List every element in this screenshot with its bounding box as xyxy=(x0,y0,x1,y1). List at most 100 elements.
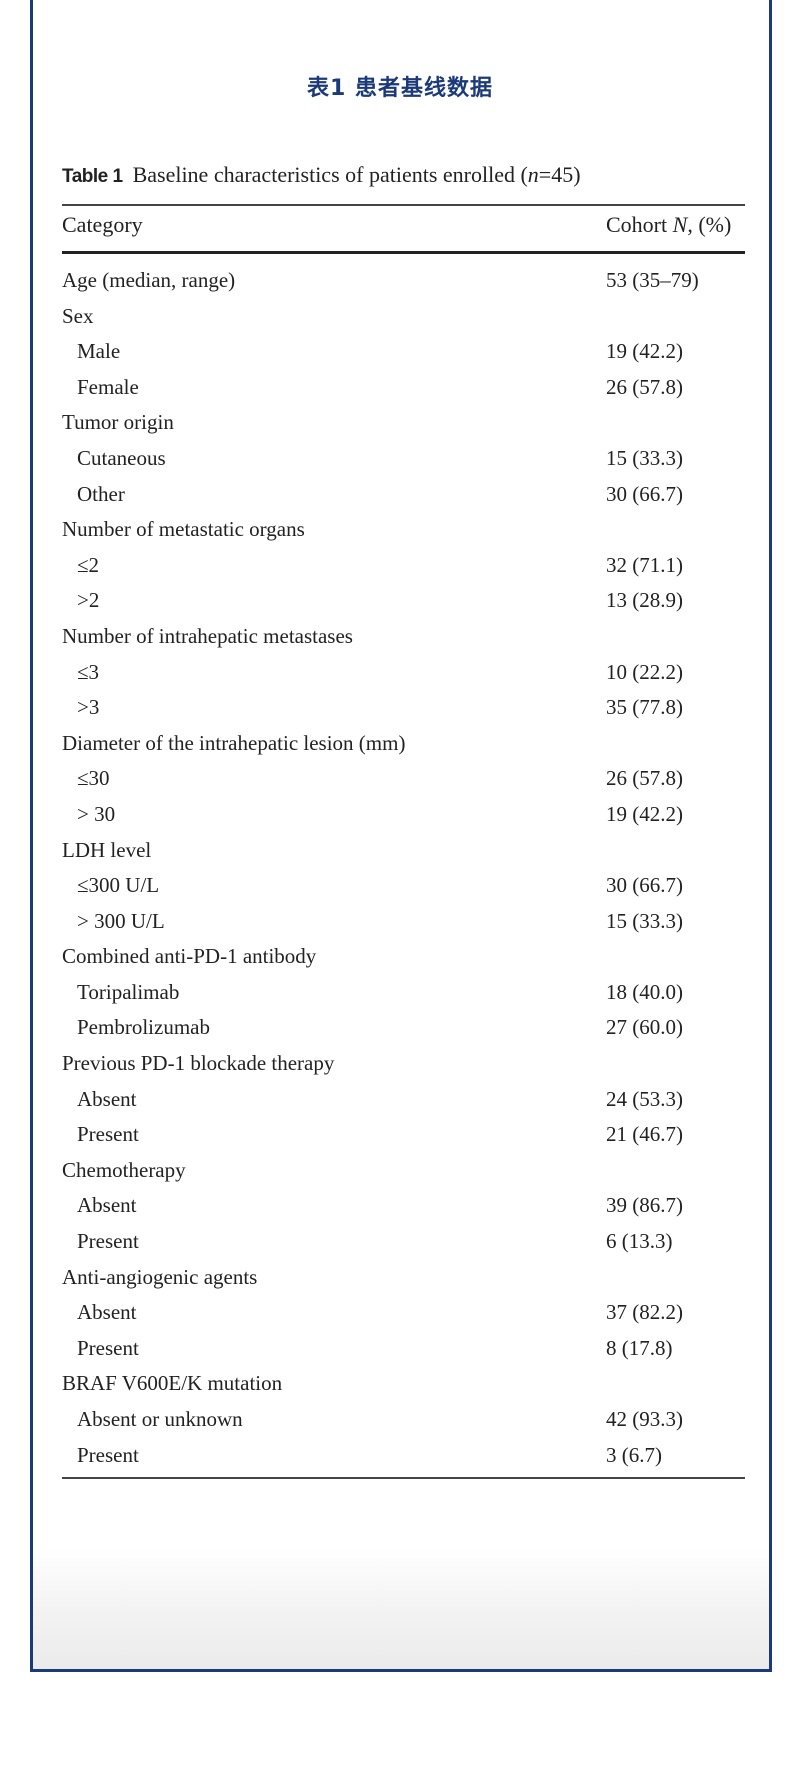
table-row: Previous PD-1 blockade therapy xyxy=(62,1046,745,1082)
table-row: ≤30 26 (57.8) xyxy=(62,761,745,797)
header-cohort-prefix: Cohort xyxy=(606,212,673,237)
table-row: LDH level xyxy=(62,833,745,869)
table-row: Chemotherapy xyxy=(62,1153,745,1189)
table-body: Age (median, range) 53 (35–79) Sex Male 19 (… xyxy=(62,263,745,1473)
row-category: ≤2 xyxy=(77,552,100,577)
table-row: Number of intrahepatic metastases xyxy=(62,619,745,655)
row-value: 15 (33.3) xyxy=(606,445,683,470)
row-category: Female xyxy=(77,374,139,399)
row-category: Absent xyxy=(77,1086,137,1111)
row-value: 6 (13.3) xyxy=(606,1229,673,1254)
table-row: Tumor origin xyxy=(62,405,745,441)
row-category: Absent xyxy=(77,1300,137,1325)
table-row: Present 21 (46.7) xyxy=(62,1117,745,1153)
row-value: 37 (82.2) xyxy=(606,1300,683,1325)
row-category: LDH level xyxy=(62,837,152,862)
row-category: Absent xyxy=(77,1193,137,1218)
row-category: >2 xyxy=(77,588,100,613)
table-row: Male 19 (42.2) xyxy=(62,334,745,370)
caption-n-var: n xyxy=(527,162,539,187)
table-label: Table 1 xyxy=(62,166,123,187)
table-row: Number of metastatic organs xyxy=(62,512,745,548)
table-row: >2 13 (28.9) xyxy=(62,583,745,619)
row-value: 30 (66.7) xyxy=(606,873,683,898)
table-top-rule xyxy=(62,204,745,206)
header-cohort: Cohort N, (%) xyxy=(606,212,731,238)
table-row: >3 35 (77.8) xyxy=(62,690,745,726)
row-category: Sex xyxy=(62,303,94,328)
row-value: 27 (60.0) xyxy=(606,1015,683,1040)
row-category: >3 xyxy=(77,695,100,720)
table-row: Anti-angiogenic agents xyxy=(62,1260,745,1296)
table-row: BRAF V600E/K mutation xyxy=(62,1366,745,1402)
row-value: 26 (57.8) xyxy=(606,374,683,399)
table-row: Present 3 (6.7) xyxy=(62,1438,745,1474)
table-bottom-rule xyxy=(62,1477,745,1479)
row-category: Number of intrahepatic metastases xyxy=(62,623,353,648)
row-category: Number of metastatic organs xyxy=(62,517,305,542)
row-value: 15 (33.3) xyxy=(606,908,683,933)
caption-text: Baseline characteristics of patients enr… xyxy=(132,162,528,187)
row-category: ≤30 xyxy=(77,766,110,791)
row-value: 24 (53.3) xyxy=(606,1086,683,1111)
row-value: 18 (40.0) xyxy=(606,979,683,1004)
table-row: Absent or unknown 42 (93.3) xyxy=(62,1402,745,1438)
row-category: Tumor origin xyxy=(62,410,174,435)
table-row: ≤300 U/L 30 (66.7) xyxy=(62,868,745,904)
row-category: ≤300 U/L xyxy=(77,873,160,898)
table-row: Cutaneous 15 (33.3) xyxy=(62,441,745,477)
row-value: 42 (93.3) xyxy=(606,1407,683,1431)
table-header-rule xyxy=(62,251,745,254)
table-row: Present 6 (13.3) xyxy=(62,1224,745,1260)
row-category: Diameter of the intrahepatic lesion (mm) xyxy=(62,730,406,755)
row-category: Previous PD-1 blockade therapy xyxy=(62,1051,335,1076)
table-row: Absent 37 (82.2) xyxy=(62,1295,745,1331)
row-value: 30 (66.7) xyxy=(606,481,683,506)
row-value: 21 (46.7) xyxy=(606,1122,683,1147)
table-row: Combined anti-PD-1 antibody xyxy=(62,939,745,975)
row-category: BRAF V600E/K mutation xyxy=(62,1371,283,1396)
table-row: ≤2 32 (71.1) xyxy=(62,548,745,584)
table-row: Other 30 (66.7) xyxy=(62,477,745,513)
table-row: Age (median, range) 53 (35–79) xyxy=(62,263,745,299)
row-value: 53 (35–79) xyxy=(606,268,699,292)
row-value: 13 (28.9) xyxy=(606,588,683,613)
row-value: 35 (77.8) xyxy=(606,695,683,720)
table-row: > 300 U/L 15 (33.3) xyxy=(62,904,745,940)
row-category: Age (median, range) xyxy=(62,268,236,292)
page-title: 表1 患者基线数据 xyxy=(307,76,493,101)
table-row: Toripalimab 18 (40.0) xyxy=(62,975,745,1011)
table-row: Present 8 (17.8) xyxy=(62,1331,745,1367)
table-row: Diameter of the intrahepatic lesion (mm) xyxy=(62,726,745,762)
row-category: Present xyxy=(77,1442,139,1467)
row-category: Male xyxy=(77,339,121,364)
row-category: Toripalimab xyxy=(77,979,180,1004)
row-category: ≤3 xyxy=(77,659,100,684)
row-category: > 30 xyxy=(77,801,116,826)
table-row: > 30 19 (42.2) xyxy=(62,797,745,833)
caption-n-value: =45) xyxy=(538,162,581,187)
row-value: 3 (6.7) xyxy=(606,1442,662,1467)
row-category: Chemotherapy xyxy=(62,1157,186,1182)
row-category: Cutaneous xyxy=(77,445,166,470)
header-cohort-suffix: , (%) xyxy=(687,212,732,237)
header-category: Category xyxy=(62,212,143,237)
table-row: ≤3 10 (22.2) xyxy=(62,655,745,691)
table-row: Pembrolizumab 27 (60.0) xyxy=(62,1010,745,1046)
table-row: Female 26 (57.8) xyxy=(62,370,745,406)
row-category: Present xyxy=(77,1229,139,1254)
row-value: 10 (22.2) xyxy=(606,659,683,684)
row-value: 19 (42.2) xyxy=(606,801,683,826)
row-category: Present xyxy=(77,1335,139,1360)
row-value: 8 (17.8) xyxy=(606,1335,673,1360)
row-category: Pembrolizumab xyxy=(77,1015,210,1040)
row-category: Anti-angiogenic agents xyxy=(62,1264,258,1289)
row-value: 19 (42.2) xyxy=(606,339,683,364)
row-category: Absent or unknown xyxy=(77,1407,243,1431)
row-category: > 300 U/L xyxy=(77,908,165,933)
header-cohort-var: N xyxy=(672,212,688,237)
row-value: 32 (71.1) xyxy=(606,552,683,577)
row-category: Combined anti-PD-1 antibody xyxy=(62,944,317,969)
row-category: Present xyxy=(77,1122,139,1147)
table-row: Absent 39 (86.7) xyxy=(62,1188,745,1224)
